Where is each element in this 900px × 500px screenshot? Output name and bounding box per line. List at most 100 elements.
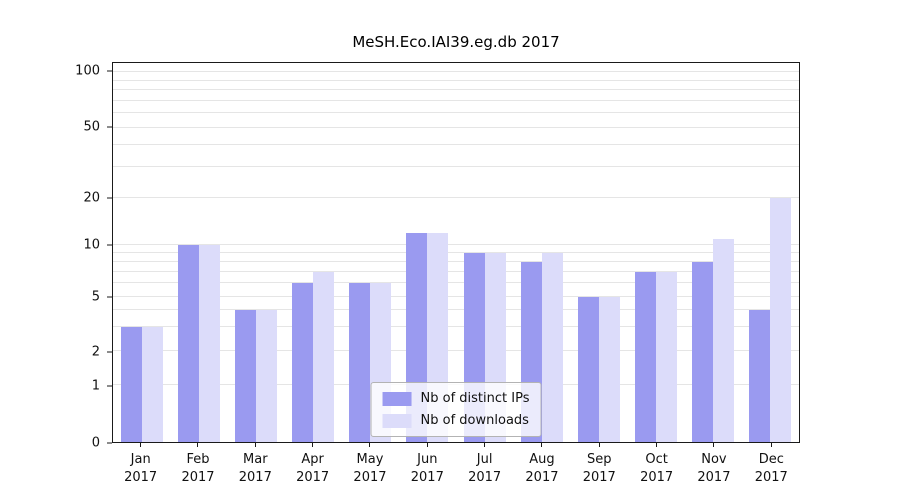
bar-downloads bbox=[141, 327, 163, 442]
x-tick: Oct 2017 bbox=[628, 443, 685, 486]
bar-downloads bbox=[713, 238, 735, 442]
x-tick-label-year: 2017 bbox=[124, 469, 158, 485]
bar-group bbox=[285, 63, 342, 442]
x-tick-mark bbox=[598, 443, 600, 447]
x-tick-label-year: 2017 bbox=[640, 469, 674, 485]
x-tick-label-month: Jul bbox=[476, 452, 493, 467]
bar-downloads bbox=[313, 271, 335, 442]
gridline bbox=[113, 126, 799, 128]
bar-distinct-ips bbox=[577, 296, 599, 442]
bar-group bbox=[570, 63, 627, 442]
bar-distinct-ips bbox=[635, 271, 657, 442]
gridline bbox=[113, 243, 799, 245]
x-tick-mark bbox=[426, 443, 428, 447]
gridline bbox=[113, 89, 799, 91]
bar-group bbox=[170, 63, 227, 442]
bar-distinct-ips bbox=[177, 244, 199, 442]
y-tick-mark bbox=[107, 385, 112, 387]
x-tick-label-month: Jan bbox=[130, 452, 151, 467]
x-tick-mark bbox=[369, 443, 371, 447]
x-tick: Mar 2017 bbox=[227, 443, 284, 486]
y-tick-mark bbox=[107, 442, 112, 444]
x-tick: May 2017 bbox=[341, 443, 398, 486]
x-tick: Nov 2017 bbox=[685, 443, 742, 486]
x-tick: Sep 2017 bbox=[571, 443, 628, 486]
bar-downloads bbox=[770, 198, 792, 442]
bar-distinct-ips bbox=[234, 310, 256, 442]
x-tick-label-year: 2017 bbox=[697, 469, 731, 485]
x-tick-label-year: 2017 bbox=[468, 469, 502, 485]
gridline bbox=[113, 260, 799, 262]
y-tick-label: 5 bbox=[91, 289, 100, 305]
gridline bbox=[113, 309, 799, 311]
bar-downloads bbox=[656, 271, 678, 442]
bar-distinct-ips bbox=[349, 283, 371, 442]
x-tick-label-month: Mar bbox=[243, 452, 268, 467]
bar-downloads bbox=[541, 252, 563, 442]
y-tick-label: 20 bbox=[83, 190, 100, 206]
x-tick-label-month: Sep bbox=[587, 452, 612, 467]
gridline bbox=[113, 295, 799, 297]
y-tick-mark bbox=[107, 351, 112, 353]
y-tick-label: 10 bbox=[83, 237, 100, 253]
x-tick-label-month: Nov bbox=[701, 452, 727, 467]
x-tick-label-year: 2017 bbox=[582, 469, 616, 485]
gridline bbox=[113, 326, 799, 328]
legend-item-distinct-ips: Nb of distinct IPs bbox=[382, 391, 530, 406]
x-tick-label-month: Oct bbox=[645, 452, 668, 467]
y-tick-mark bbox=[107, 244, 112, 246]
gridline bbox=[113, 282, 799, 284]
x-axis: Jan 2017 Feb 2017 Mar 2017 Apr 2017 May 2017 Jun 20… bbox=[112, 443, 800, 486]
x-tick-label-year: 2017 bbox=[525, 469, 559, 485]
x-tick-mark bbox=[713, 443, 715, 447]
x-tick-mark bbox=[541, 443, 543, 447]
y-tick-label: 1 bbox=[91, 378, 100, 394]
gridline bbox=[113, 270, 799, 272]
legend-swatch-distinct-ips bbox=[382, 391, 412, 406]
bar-group bbox=[742, 63, 799, 442]
x-tick-mark bbox=[140, 443, 142, 447]
gridline bbox=[113, 197, 799, 199]
bar-downloads bbox=[598, 296, 620, 442]
x-tick: Feb 2017 bbox=[169, 443, 226, 486]
legend-label-distinct-ips: Nb of distinct IPs bbox=[420, 391, 530, 406]
y-tick-mark bbox=[107, 126, 112, 128]
gridline bbox=[113, 143, 799, 145]
x-tick-mark bbox=[770, 443, 772, 447]
x-tick-label-year: 2017 bbox=[296, 469, 330, 485]
legend: Nb of distinct IPs Nb of downloads bbox=[370, 382, 542, 437]
x-tick-mark bbox=[197, 443, 199, 447]
x-tick-label-year: 2017 bbox=[410, 469, 444, 485]
x-tick-mark bbox=[484, 443, 486, 447]
legend-item-downloads: Nb of downloads bbox=[382, 413, 530, 428]
x-tick: Jan 2017 bbox=[112, 443, 169, 486]
y-tick-label: 100 bbox=[75, 63, 100, 79]
bar-downloads bbox=[198, 244, 220, 442]
chart-title: MeSH.Eco.IAI39.eg.db 2017 bbox=[352, 33, 560, 51]
y-tick-mark bbox=[107, 296, 112, 298]
gridline bbox=[113, 71, 799, 73]
legend-label-downloads: Nb of downloads bbox=[420, 413, 529, 428]
gridline bbox=[113, 112, 799, 114]
x-tick-label-month: May bbox=[356, 452, 384, 467]
bar-group bbox=[628, 63, 685, 442]
x-tick-label-month: Apr bbox=[301, 452, 324, 467]
x-tick-label-year: 2017 bbox=[754, 469, 788, 485]
gridline bbox=[113, 166, 799, 168]
y-tick-label: 2 bbox=[91, 344, 100, 360]
y-tick-mark bbox=[107, 197, 112, 199]
x-tick-label-month: Feb bbox=[186, 452, 210, 467]
x-tick-label-month: Aug bbox=[529, 452, 555, 467]
bar-distinct-ips bbox=[749, 310, 771, 442]
bar-group bbox=[113, 63, 170, 442]
x-tick-mark bbox=[312, 443, 314, 447]
x-tick-mark bbox=[254, 443, 256, 447]
x-tick-label-year: 2017 bbox=[353, 469, 387, 485]
plot-area: Nb of distinct IPs Nb of downloads bbox=[112, 62, 800, 443]
x-tick-mark bbox=[656, 443, 658, 447]
x-tick-label-month: Dec bbox=[758, 452, 784, 467]
gridline bbox=[113, 251, 799, 253]
legend-swatch-downloads bbox=[382, 413, 412, 428]
bar-group bbox=[227, 63, 284, 442]
gridline bbox=[113, 350, 799, 352]
